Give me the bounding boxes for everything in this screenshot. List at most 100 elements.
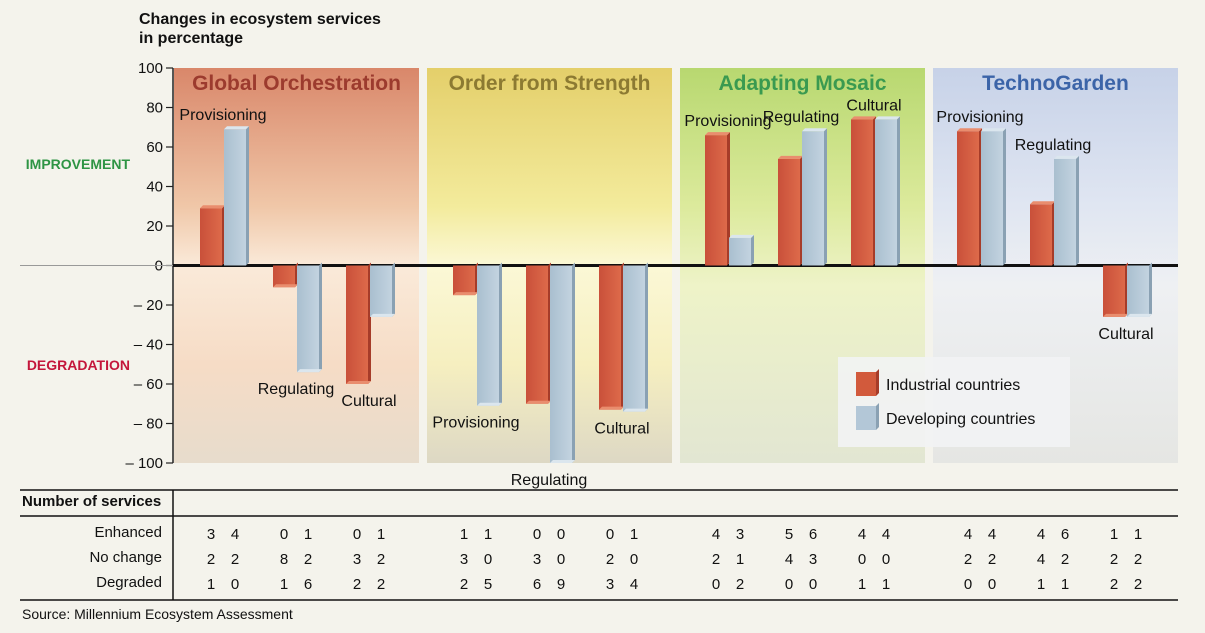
bar-order-from-strength-cultural-industrial-cap — [599, 406, 624, 410]
y-tick-label: 60 — [146, 139, 163, 156]
bar-technogarden-provisioning-industrial-cap — [957, 128, 982, 132]
table-cell-degraded-developing: 0 — [231, 576, 239, 593]
improvement-label: IMPROVEMENT — [25, 156, 130, 172]
bar-technogarden-provisioning-developing-face — [981, 131, 1003, 266]
bar-global-orchestration-provisioning-industrial-cap — [200, 205, 225, 209]
bar-global-orchestration-provisioning-developing-side — [246, 126, 249, 266]
bar-global-orchestration-regulating-developing-side — [319, 262, 322, 373]
bar-adapting-mosaic-cultural-developing-side — [897, 116, 900, 266]
bar-global-orchestration-provisioning-developing-cap — [224, 126, 249, 130]
bar-global-orchestration-regulating-developing — [297, 262, 322, 373]
table-cell-enhanced-developing: 0 — [557, 526, 565, 543]
bar-order-from-strength-cultural-industrial — [599, 262, 624, 410]
bar-adapting-mosaic-regulating-industrial-cap — [778, 155, 803, 159]
bar-order-from-strength-regulating-industrial-cap — [526, 400, 551, 404]
table-cell-no-change-industrial: 8 — [280, 551, 288, 568]
bar-adapting-mosaic-provisioning-developing-cap — [729, 234, 754, 238]
scenario-title-technogarden: TechnoGarden — [982, 72, 1129, 95]
bar-order-from-strength-provisioning-developing-face — [477, 265, 499, 406]
bar-global-orchestration-provisioning-developing — [224, 126, 249, 266]
table-cell-enhanced-developing: 4 — [231, 526, 239, 543]
bar-technogarden-regulating-developing-face — [1054, 158, 1076, 266]
category-label-order-from-strength-cultural: Cultural — [594, 421, 649, 438]
bar-global-orchestration-cultural-developing — [370, 262, 395, 317]
scenario-title-adapting-mosaic: Adapting Mosaic — [718, 72, 886, 95]
y-tick-label: – 100 — [125, 455, 163, 472]
table-cell-degraded-industrial: 0 — [964, 576, 972, 593]
bar-order-from-strength-provisioning-industrial-face — [453, 265, 475, 296]
row-label-enhanced: Enhanced — [94, 524, 162, 541]
bar-order-from-strength-regulating-industrial-face — [526, 265, 548, 404]
bar-adapting-mosaic-provisioning-industrial-face — [705, 135, 727, 266]
legend-swatch-developing-countries — [856, 406, 876, 430]
table-cell-no-change-developing: 2 — [988, 551, 996, 568]
bar-technogarden-provisioning-industrial — [957, 128, 982, 266]
y-tick-label: 20 — [146, 218, 163, 235]
bar-order-from-strength-cultural-developing — [623, 262, 648, 412]
bar-global-orchestration-provisioning-industrial-face — [200, 208, 222, 266]
legend-swatch-side-industrial-countries — [876, 369, 879, 396]
bar-adapting-mosaic-provisioning-developing — [729, 234, 754, 266]
table-cell-degraded-industrial: 0 — [785, 576, 793, 593]
category-label-global-orchestration-regulating: Regulating — [258, 381, 335, 398]
table-cell-degraded-industrial: 2 — [1110, 576, 1118, 593]
table-cell-enhanced-developing: 1 — [1134, 526, 1142, 543]
bar-global-orchestration-provisioning-industrial — [200, 205, 225, 266]
table-cell-degraded-developing: 2 — [1134, 576, 1142, 593]
table-cell-no-change-developing: 1 — [736, 551, 744, 568]
table-cell-no-change-industrial: 3 — [533, 551, 541, 568]
category-label-global-orchestration-provisioning: Provisioning — [179, 107, 266, 124]
category-label-technogarden-provisioning: Provisioning — [936, 109, 1023, 126]
bar-technogarden-provisioning-industrial-face — [957, 131, 979, 266]
table-cell-no-change-developing: 0 — [557, 551, 565, 568]
table-cell-enhanced-industrial: 5 — [785, 526, 793, 543]
table-cell-degraded-developing: 2 — [377, 576, 385, 593]
bar-adapting-mosaic-regulating-developing — [802, 128, 827, 266]
table-cell-degraded-developing: 0 — [988, 576, 996, 593]
bar-technogarden-provisioning-developing — [981, 128, 1006, 266]
table-cell-degraded-industrial: 3 — [606, 576, 614, 593]
table-cell-degraded-industrial: 1 — [1037, 576, 1045, 593]
legend-label-industrial-countries: Industrial countries — [886, 377, 1020, 394]
bar-adapting-mosaic-regulating-industrial — [778, 155, 803, 266]
table-cell-enhanced-industrial: 0 — [533, 526, 541, 543]
table-cell-enhanced-developing: 1 — [377, 526, 385, 543]
row-label-no-change: No change — [89, 549, 162, 566]
table-cell-enhanced-industrial: 0 — [353, 526, 361, 543]
y-tick-label: – 60 — [134, 376, 163, 393]
table-cell-degraded-developing: 1 — [882, 576, 890, 593]
legend-swatch-side-developing-countries — [876, 403, 879, 430]
bar-technogarden-cultural-developing-cap — [1127, 313, 1152, 317]
degradation-label: DEGRADATION — [26, 357, 130, 373]
bar-adapting-mosaic-cultural-developing — [875, 116, 900, 266]
table-cell-no-change-industrial: 0 — [858, 551, 866, 568]
y-tick-label: 80 — [146, 100, 163, 117]
category-label-adapting-mosaic-provisioning: Provisioning — [684, 113, 771, 130]
bar-order-from-strength-regulating-industrial — [526, 262, 551, 404]
bar-adapting-mosaic-regulating-developing-face — [802, 131, 824, 266]
table-cell-enhanced-developing: 4 — [988, 526, 996, 543]
bar-technogarden-cultural-industrial — [1103, 262, 1128, 317]
bar-order-from-strength-regulating-developing-side — [572, 262, 575, 463]
table-cell-degraded-developing: 1 — [1061, 576, 1069, 593]
y-tick-label: 40 — [146, 179, 163, 196]
table-cell-degraded-industrial: 1 — [280, 576, 288, 593]
bar-adapting-mosaic-regulating-industrial-face — [778, 158, 800, 266]
scenario-title-order-from-strength: Order from Strength — [449, 72, 651, 95]
bar-global-orchestration-regulating-industrial-cap — [273, 284, 298, 288]
bar-adapting-mosaic-cultural-industrial-face — [851, 119, 873, 266]
bar-global-orchestration-regulating-industrial-face — [273, 265, 295, 288]
table-cell-enhanced-developing: 6 — [1061, 526, 1069, 543]
table-cell-no-change-industrial: 2 — [964, 551, 972, 568]
chart-title-line-2: in percentage — [139, 30, 244, 47]
table-cell-enhanced-industrial: 4 — [1037, 526, 1045, 543]
bar-order-from-strength-provisioning-industrial-cap — [453, 292, 478, 296]
table-cell-no-change-developing: 2 — [304, 551, 312, 568]
bar-global-orchestration-provisioning-developing-face — [224, 129, 246, 266]
table-cell-no-change-developing: 0 — [882, 551, 890, 568]
bar-technogarden-regulating-industrial-face — [1030, 204, 1052, 266]
bar-technogarden-regulating-industrial-cap — [1030, 201, 1055, 205]
bar-order-from-strength-cultural-developing-cap — [623, 408, 648, 412]
bar-order-from-strength-provisioning-developing-side — [499, 262, 502, 406]
